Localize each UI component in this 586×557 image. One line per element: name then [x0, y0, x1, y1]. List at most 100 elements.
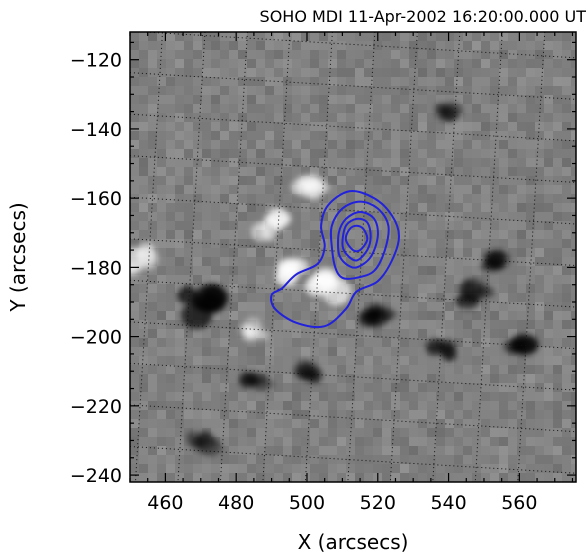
- image-pixel: [508, 185, 518, 195]
- image-pixel: [184, 113, 194, 123]
- image-pixel: [166, 131, 176, 141]
- image-pixel: [508, 41, 518, 51]
- image-pixel: [391, 194, 401, 204]
- image-pixel: [193, 473, 203, 482]
- image-pixel: [544, 302, 554, 312]
- contour-level-4: [341, 217, 372, 262]
- image-pixel: [139, 185, 149, 195]
- image-pixel: [319, 338, 329, 348]
- image-pixel: [175, 302, 185, 312]
- image-pixel: [337, 32, 347, 42]
- image-pixel: [256, 104, 266, 114]
- image-pixel: [472, 203, 482, 213]
- image-pixel: [220, 68, 230, 78]
- image-pixel: [157, 428, 167, 438]
- image-pixel: [238, 131, 248, 141]
- image-pixel: [427, 374, 437, 384]
- image-pixel: [454, 338, 464, 348]
- grid-longitude-line: [389, 32, 418, 482]
- image-pixel: [238, 68, 248, 78]
- image-pixel: [526, 86, 536, 96]
- image-pixel: [319, 158, 329, 168]
- image-pixel: [319, 401, 329, 411]
- image-pixel: [535, 275, 545, 285]
- image-pixel: [472, 122, 482, 132]
- image-pixel: [364, 50, 374, 60]
- image-pixel: [238, 230, 248, 240]
- image-pixel: [175, 230, 185, 240]
- image-pixel: [166, 122, 176, 132]
- image-pixel: [436, 455, 446, 465]
- image-pixel: [148, 230, 158, 240]
- image-pixel: [184, 257, 194, 267]
- image-pixel: [553, 113, 563, 123]
- image-pixel: [148, 32, 158, 42]
- image-pixel: [301, 428, 311, 438]
- image-pixel: [553, 473, 563, 482]
- image-pixel: [553, 221, 563, 231]
- image-pixel: [490, 68, 500, 78]
- image-pixel: [319, 446, 329, 456]
- image-pixel: [355, 158, 365, 168]
- image-pixel: [544, 77, 554, 87]
- image-pixel: [220, 194, 230, 204]
- image-pixel: [490, 95, 500, 105]
- image-pixel: [220, 149, 230, 159]
- image-pixel: [256, 266, 266, 276]
- image-pixel: [283, 365, 293, 375]
- image-pixel: [184, 212, 194, 222]
- image-pixel: [508, 374, 518, 384]
- image-pixel: [553, 122, 563, 132]
- image-pixel: [436, 194, 446, 204]
- image-pixel: [265, 347, 275, 357]
- image-pixel: [364, 176, 374, 186]
- image-pixel: [571, 248, 576, 258]
- image-pixel: [481, 59, 491, 69]
- image-pixel: [544, 230, 554, 240]
- image-pixel: [571, 455, 576, 465]
- image-pixel: [391, 32, 401, 42]
- image-pixel: [139, 122, 149, 132]
- image-pixel: [364, 77, 374, 87]
- image-pixel: [418, 176, 428, 186]
- image-pixel: [130, 140, 140, 150]
- image-pixel: [337, 410, 347, 420]
- image-pixel: [481, 302, 491, 312]
- image-pixel: [355, 149, 365, 159]
- image-pixel: [445, 410, 455, 420]
- image-pixel: [499, 419, 509, 429]
- image-pixel: [526, 275, 536, 285]
- image-pixel: [193, 347, 203, 357]
- image-pixel: [391, 428, 401, 438]
- image-pixel: [346, 59, 356, 69]
- image-pixel: [265, 257, 275, 267]
- image-pixel: [526, 122, 536, 132]
- image-pixel: [175, 95, 185, 105]
- image-pixel: [508, 131, 518, 141]
- image-pixel: [265, 140, 275, 150]
- image-pixel: [184, 230, 194, 240]
- image-pixel: [571, 284, 576, 294]
- image-pixel: [373, 104, 383, 114]
- image-pixel: [373, 248, 383, 258]
- image-pixel: [274, 248, 284, 258]
- image-pixel: [175, 140, 185, 150]
- image-pixel: [211, 50, 221, 60]
- image-pixel: [355, 446, 365, 456]
- image-pixel: [193, 392, 203, 402]
- image-pixel: [166, 419, 176, 429]
- image-pixel: [544, 266, 554, 276]
- image-pixel: [544, 446, 554, 456]
- image-pixel: [490, 113, 500, 123]
- image-pixel: [130, 338, 140, 348]
- image-pixel: [319, 320, 329, 330]
- image-pixel: [148, 212, 158, 222]
- image-pixel: [481, 140, 491, 150]
- image-pixel: [526, 230, 536, 240]
- image-pixel: [517, 446, 527, 456]
- image-pixel: [229, 311, 239, 321]
- image-pixel: [409, 455, 419, 465]
- image-pixel: [544, 473, 554, 482]
- image-pixel: [427, 401, 437, 411]
- image-pixel: [175, 221, 185, 231]
